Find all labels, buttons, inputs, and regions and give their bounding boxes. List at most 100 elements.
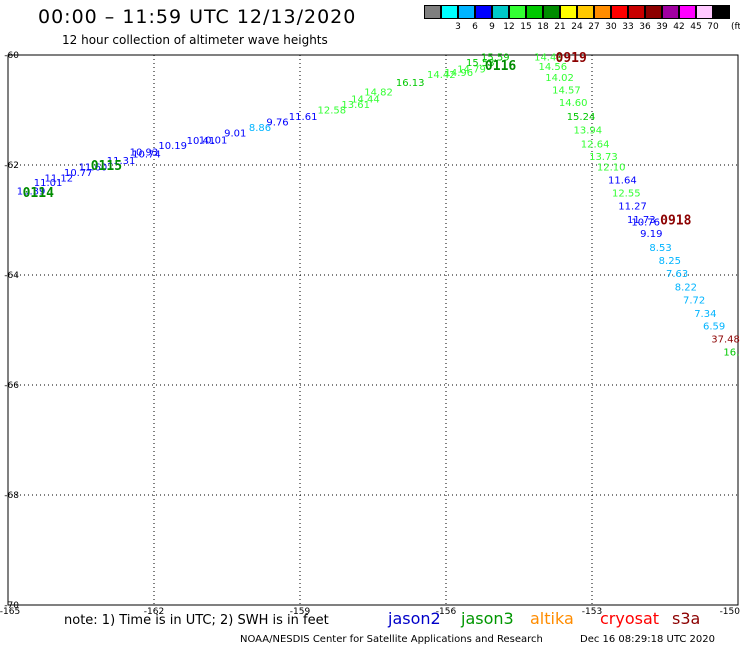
scale-label: 33	[622, 22, 634, 32]
wave-height-label: 10.19	[158, 141, 187, 152]
wave-height-points: 10.3911.0111.1210.7711.6011.3110.7410.93…	[17, 53, 740, 359]
x-tick-label: -159	[290, 607, 311, 617]
scale-label: 30	[605, 22, 617, 32]
scale-swatch	[424, 5, 441, 19]
pass-time-label: 0918	[660, 213, 691, 228]
y-tick-label: -60	[4, 51, 19, 61]
scale-label: 6	[472, 22, 478, 32]
legend-jason2: jason2	[388, 609, 441, 628]
legend-jason3: jason3	[461, 609, 514, 628]
plot-frame	[7, 54, 739, 606]
wave-height-label: 14.42	[427, 70, 456, 81]
wave-height-label: 12.64	[581, 139, 610, 150]
wave-height-label: 13.61	[341, 100, 370, 111]
scale-label: 27	[588, 22, 600, 32]
wave-height-label: 9.01	[224, 128, 246, 139]
chart-title: 00:00 – 11:59 UTC 12/13/2020	[38, 6, 357, 28]
scale-swatch	[628, 5, 645, 19]
scale-swatch	[679, 5, 696, 19]
wave-height-label: 8.86	[249, 123, 271, 134]
scale-swatch	[509, 5, 526, 19]
scale-label: 15	[520, 22, 532, 32]
wave-height-label: 11.31	[107, 156, 136, 167]
scale-swatch	[492, 5, 509, 19]
wave-height-label: 15.59	[481, 53, 510, 64]
wave-height-label: 15.53	[466, 58, 495, 69]
legend-s3a: s3a	[672, 609, 701, 628]
scale-swatch	[543, 5, 560, 19]
scale-swatch	[560, 5, 577, 19]
wave-height-label: 15.24	[567, 112, 596, 123]
axis-tick-labels: -165 -162 -159 -156 -153 -150 -60 -62 -64 -66 -68 -…	[0, 51, 740, 617]
pass-time-labels: 0114 0115 0116 0919 0918	[23, 51, 692, 228]
pass-time-label: 0116	[485, 59, 516, 74]
scale-label: 24	[571, 22, 583, 32]
x-tick-label: -153	[582, 607, 602, 617]
x-tick-label: -165	[0, 607, 20, 617]
scale-swatch	[645, 5, 662, 19]
wave-height-label: 37.48	[711, 335, 740, 346]
wave-height-label: 14.79	[457, 65, 486, 76]
scale-label: 12	[503, 22, 515, 32]
y-tick-label: -68	[4, 491, 19, 501]
wave-height-label: 11.61	[289, 112, 318, 123]
wave-height-label: 10.41	[187, 136, 216, 147]
y-tick-label: -64	[4, 271, 19, 281]
y-tick-label: -62	[4, 161, 19, 171]
scale-unit: (ft)	[731, 22, 740, 32]
scale-label: 39	[656, 22, 668, 32]
pass-time-label: 0919	[556, 51, 587, 66]
wave-height-label: 8.25	[659, 256, 681, 267]
y-tick-label: -70	[4, 601, 19, 611]
wave-height-label: 11.01	[34, 178, 63, 189]
y-tick-label: -66	[4, 381, 19, 391]
wave-height-label: 11.12	[45, 174, 74, 185]
wave-height-label: 11.73	[627, 215, 656, 226]
scale-swatch	[526, 5, 543, 19]
credit-line: NOAA/NESDIS Center for Satellite Applica…	[240, 634, 543, 645]
scale-label: 42	[673, 22, 685, 32]
x-tick-label: -162	[144, 607, 164, 617]
wave-height-label: 13.73	[589, 152, 618, 163]
wave-height-label: 8.22	[675, 282, 697, 293]
wave-height-label: 14.02	[545, 73, 574, 84]
wave-height-label: 9.19	[640, 229, 662, 240]
scale-swatch	[594, 5, 611, 19]
wave-height-label: 10.74	[132, 149, 161, 160]
wave-height-label: 16.13	[396, 78, 425, 89]
wave-height-label: 11.27	[618, 202, 647, 213]
scale-swatch	[662, 5, 679, 19]
wave-height-label: 7.34	[694, 309, 716, 320]
legend-cryosat: cryosat	[600, 609, 660, 628]
scale-label: 70	[707, 22, 719, 32]
wave-height-label: 16.68	[723, 347, 740, 358]
wave-height-label: 11.64	[608, 176, 637, 187]
scale-label: 21	[554, 22, 566, 32]
wave-height-label: 14.60	[559, 98, 588, 109]
scale-label: 9	[489, 22, 495, 32]
wave-height-label: 10.39	[17, 187, 46, 198]
wave-height-label: 7.72	[683, 296, 705, 307]
wave-height-label: 13.94	[574, 126, 603, 137]
wave-height-label: 14.44	[351, 94, 380, 105]
chart-subtitle: 12 hour collection of altimeter wave hei…	[62, 33, 328, 47]
wave-height-label: 8.53	[649, 243, 671, 254]
scale-swatch	[696, 5, 713, 19]
scale-swatch	[713, 5, 730, 19]
wave-height-label: 10.77	[64, 168, 93, 179]
grid-lines	[8, 55, 738, 605]
wave-height-label: 10.93	[130, 148, 159, 159]
wave-height-label: 14.57	[552, 86, 581, 97]
scale-swatch	[475, 5, 492, 19]
wave-height-label: 11.60	[79, 163, 108, 174]
wave-height-label: 14.49	[534, 53, 563, 64]
x-tick-label: -156	[436, 607, 457, 617]
scale-swatch	[611, 5, 628, 19]
wave-height-label: 12.10	[597, 163, 626, 174]
wave-height-label: 14.82	[364, 88, 393, 99]
wave-height-label: 10.76	[631, 218, 660, 229]
wave-height-label: 14.96	[445, 68, 474, 79]
scale-swatch	[577, 5, 594, 19]
units-note: note: 1) Time is in UTC; 2) SWH is in fe…	[64, 613, 329, 628]
